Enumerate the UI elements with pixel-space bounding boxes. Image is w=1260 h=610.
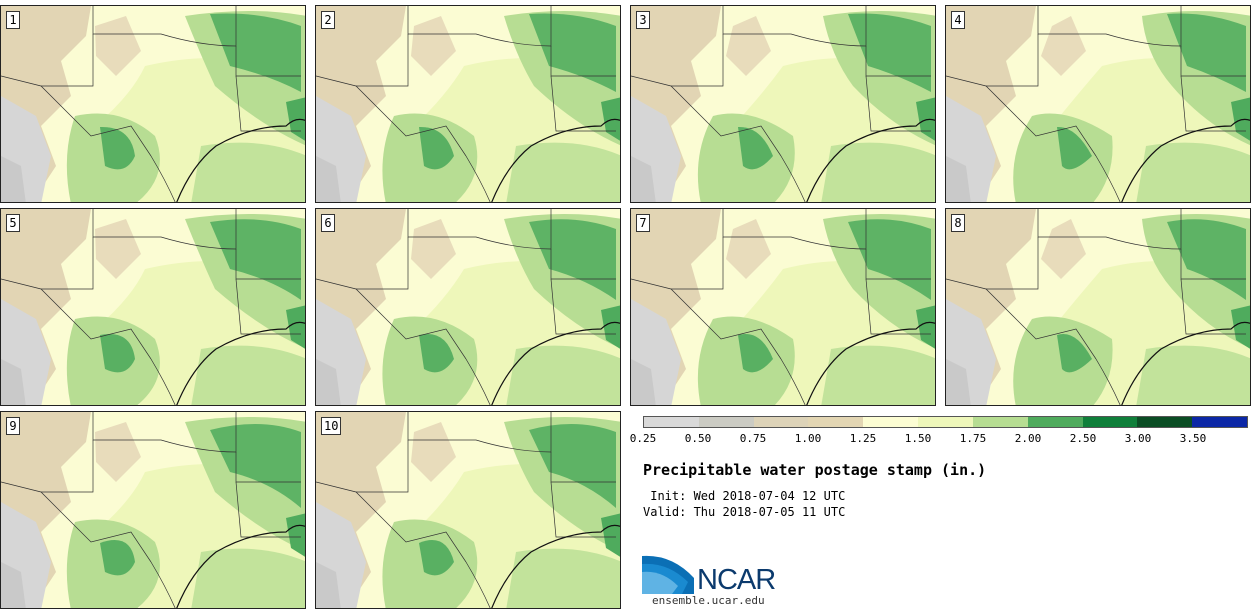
precip-map <box>1 412 305 608</box>
panel-label: 10 <box>321 417 342 435</box>
panel-label: 3 <box>636 11 650 29</box>
panel-label: 8 <box>951 214 965 232</box>
precip-map <box>631 6 935 202</box>
color-bar-tick: 1.50 <box>904 432 932 445</box>
precip-map <box>1 6 305 202</box>
precip-map <box>946 6 1250 202</box>
color-bar-segment <box>918 417 973 427</box>
map-panel-6: 6 <box>315 208 621 406</box>
color-bar-tick: 2.00 <box>1014 432 1042 445</box>
color-bar-segment <box>1137 417 1193 427</box>
panel-label: 1 <box>6 11 20 29</box>
map-panel-9: 9 <box>0 411 306 609</box>
color-bar-tick: 0.75 <box>739 432 767 445</box>
init-time: Init: Wed 2018-07-04 12 UTC <box>643 489 846 503</box>
color-bar-segment <box>1192 417 1247 427</box>
valid-time: Valid: Thu 2018-07-05 11 UTC <box>643 505 846 519</box>
precip-map <box>316 412 620 608</box>
map-panel-3: 3 <box>630 5 936 203</box>
color-bar-tick: 1.75 <box>959 432 987 445</box>
color-bar-segment <box>972 417 1028 427</box>
panel-label: 9 <box>6 417 20 435</box>
color-bar-tick: 3.00 <box>1124 432 1152 445</box>
precip-map <box>946 209 1250 405</box>
color-bar-tick: 1.25 <box>849 432 877 445</box>
color-bar-segment <box>1082 417 1138 427</box>
color-bar-tick: 3.50 <box>1179 432 1207 445</box>
precip-map <box>316 6 620 202</box>
site-url: ensemble.ucar.edu <box>652 594 765 607</box>
color-bar-segment <box>644 417 699 427</box>
color-bar-segment <box>753 417 809 427</box>
panel-label: 7 <box>636 214 650 232</box>
panel-label: 4 <box>951 11 965 29</box>
color-bar-segment <box>1027 417 1083 427</box>
color-bar-segment <box>698 417 754 427</box>
map-panel-10: 10 <box>315 411 621 609</box>
panel-label: 2 <box>321 11 335 29</box>
map-panel-7: 7 <box>630 208 936 406</box>
precip-map <box>316 209 620 405</box>
map-panel-8: 8 <box>945 208 1251 406</box>
logo-text: NCAR <box>697 564 776 596</box>
color-bar <box>643 416 1248 428</box>
panel-label: 5 <box>6 214 20 232</box>
map-panel-5: 5 <box>0 208 306 406</box>
color-bar-tick: 0.25 <box>629 432 657 445</box>
color-bar-tick: 2.50 <box>1069 432 1097 445</box>
color-bar-segment <box>863 417 919 427</box>
precip-map <box>631 209 935 405</box>
map-panel-2: 2 <box>315 5 621 203</box>
chart-title: Precipitable water postage stamp (in.) <box>643 461 987 479</box>
map-panel-4: 4 <box>945 5 1251 203</box>
color-bar-tick: 0.50 <box>684 432 712 445</box>
map-panel-1: 1 <box>0 5 306 203</box>
ncar-logo <box>642 555 694 594</box>
color-bar-tick: 1.00 <box>794 432 822 445</box>
panel-label: 6 <box>321 214 335 232</box>
precip-map <box>1 209 305 405</box>
color-bar-segment <box>808 417 864 427</box>
